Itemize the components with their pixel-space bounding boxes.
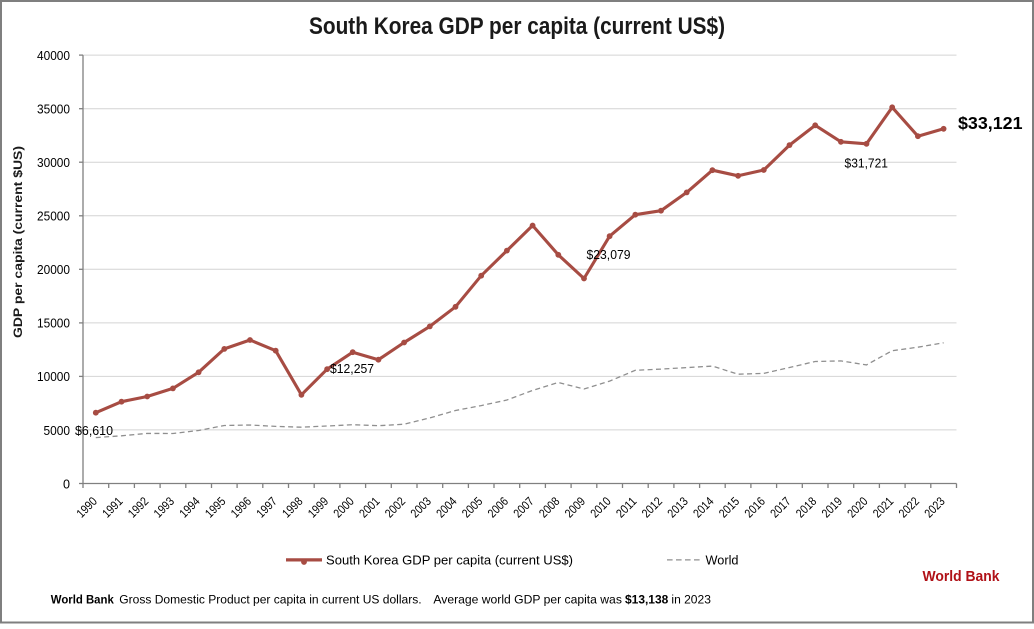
- svg-text:0: 0: [63, 477, 70, 491]
- svg-text:30000: 30000: [37, 156, 70, 170]
- svg-text:$6,610: $6,610: [75, 424, 113, 438]
- svg-text:$12,257: $12,257: [330, 362, 374, 376]
- svg-text:20000: 20000: [37, 263, 70, 277]
- svg-text:World Bank: World Bank: [51, 593, 114, 607]
- svg-text:South Korea GDP per capita (cu: South Korea GDP per capita (current US$): [309, 13, 725, 40]
- svg-text:25000: 25000: [37, 210, 70, 224]
- svg-text:$31,721: $31,721: [845, 157, 889, 171]
- svg-text:in 2023: in 2023: [671, 593, 711, 607]
- svg-text:$13,138: $13,138: [625, 593, 669, 607]
- svg-text:35000: 35000: [37, 103, 70, 117]
- svg-text:15000: 15000: [37, 317, 70, 331]
- svg-text:Gross Domestic Product per cap: Gross Domestic Product per capita in cur…: [119, 593, 421, 607]
- svg-text:$33,121: $33,121: [958, 113, 1023, 133]
- svg-text:Average world GDP per capita w: Average world GDP per capita was: [433, 593, 622, 607]
- svg-text:World: World: [706, 552, 739, 567]
- svg-text:5000: 5000: [44, 424, 71, 438]
- svg-text:40000: 40000: [37, 49, 70, 63]
- svg-text:South Korea GDP per capita (cu: South Korea GDP per capita (current US$): [326, 552, 573, 567]
- svg-text:$23,079: $23,079: [587, 248, 631, 262]
- svg-text:GDP per capita (current $US): GDP per capita (current $US): [11, 146, 25, 338]
- svg-text:10000: 10000: [37, 370, 70, 384]
- svg-text:World Bank: World Bank: [923, 568, 1001, 585]
